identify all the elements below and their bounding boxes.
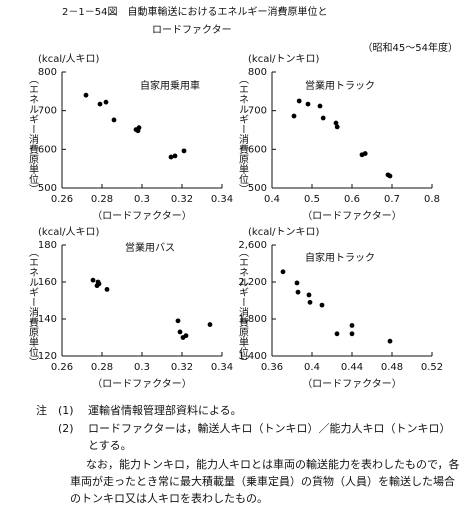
x-tick-label: 0.48 [381,362,403,373]
x-tick-label: 0.3 [134,194,150,205]
point [97,101,103,107]
y-tick-label: 500 [248,183,267,194]
note-num: (2) [58,422,74,435]
x-tick-label: 0.6 [344,194,360,205]
panel-title: 自家用乗用車 [140,79,200,92]
x-tick-label: 0.3 [134,362,150,373]
y-tick-label: 700 [248,106,267,117]
y-tick-label: 600 [38,144,57,155]
y-tick-label: 1,400 [238,351,267,362]
point [168,154,174,160]
point [317,103,323,109]
point [334,331,340,337]
x-tick-label: 0.26 [51,362,73,373]
point [295,289,301,295]
point [319,302,325,308]
x-tick-label: 0.52 [421,362,443,373]
point [207,322,213,327]
x-axis-label: （ロードファクター） [302,378,402,390]
x-tick-label: 0.7 [384,194,400,205]
point [306,292,312,298]
figure-title: 2－1－54図 自動車輸送におけるエネルギー消費原単位と [62,5,327,18]
x-axis-label: （ロードファクター） [92,378,192,390]
y-axis-label: （エネルギー消費原単位） [27,247,39,367]
subtitle: （昭和45～54年度） [363,41,458,54]
y-tick-label: 140 [38,314,57,325]
y-axis-label: （エネルギー消費原単位） [27,74,39,194]
y-unit: (kcal/人キロ) [38,53,99,65]
x-tick-label: 0.36 [261,362,283,373]
point [280,269,286,275]
point [183,333,189,339]
point [172,153,178,159]
x-tick-label: 0.32 [171,194,193,205]
x-tick-label: 0.44 [341,362,363,373]
note-text: ロードファクターは，輸送人キロ（トンキロ）／能力人キロ（トンキロ）とする。 [88,422,451,452]
figure: 2－1－54図 自動車輸送におけるエネルギー消費原単位と ロードファクター （昭… [27,5,459,390]
x-tick-label: 0.4 [264,194,280,205]
point [307,299,313,305]
point [334,124,340,130]
x-tick-label: 0.28 [91,194,113,205]
y-tick-label: 700 [38,106,57,117]
point [94,283,100,289]
y-tick-label: 160 [38,277,57,288]
point [305,101,311,107]
y-tick-label: 800 [248,67,267,78]
x-tick-label: 0.8 [424,194,440,205]
point [296,98,302,104]
y-tick-label: 120 [38,351,57,362]
x-tick-label: 0.32 [171,362,193,373]
panel-title: 自家用トラック [305,251,375,264]
point [83,92,89,98]
point [136,125,142,131]
point [320,115,326,121]
point [349,331,355,337]
x-tick-label: 0.28 [91,362,113,373]
point [177,329,183,335]
note-remark: なお，能力トンキロ，能力人キロとは車両の輸送能力を表わしたもので，各車両が走った… [70,458,460,505]
figure-title-2: ロードファクター [152,24,232,36]
y-axis-label: （エネルギー消費原単位） [237,247,249,367]
x-tick-label: 0.5 [304,194,320,205]
y-tick-label: 800 [38,67,57,78]
y-tick-label: 1,800 [238,314,267,325]
point [103,99,109,105]
y-unit: (kcal/人キロ) [38,226,99,238]
x-tick-label: 0.34 [211,362,233,373]
x-tick-label: 0.26 [51,194,73,205]
y-unit: (kcal/トンキロ) [248,227,319,238]
y-tick-label: 2,600 [238,240,267,251]
y-axis-label: （エネルギー消費原単位） [237,74,249,194]
y-tick-label: 600 [248,144,267,155]
point [387,173,393,179]
x-axis-label: （ロードファクター） [302,210,402,222]
point [90,277,96,283]
panel-title: 営業用バス [125,241,175,254]
panel-title: 営業用トラック [305,79,375,92]
point [333,120,339,126]
point [111,117,117,123]
x-axis-label: （ロードファクター） [92,210,192,222]
point [104,287,110,292]
x-tick-label: 0.4 [304,362,320,373]
point [362,151,368,156]
notes-label: 注 [36,404,47,417]
point [387,338,393,344]
note-text: 運輸省情報管理部資料による。 [88,404,242,417]
y-tick-label: 500 [38,183,57,194]
y-unit: (kcal/トンキロ) [248,54,319,65]
point [175,318,181,324]
point [349,323,355,328]
point [181,148,187,154]
note-num: (1) [58,404,74,417]
x-tick-label: 0.34 [211,194,233,205]
point [294,280,300,286]
point [291,113,297,119]
y-tick-label: 2,200 [238,277,267,288]
y-tick-label: 180 [38,240,57,251]
